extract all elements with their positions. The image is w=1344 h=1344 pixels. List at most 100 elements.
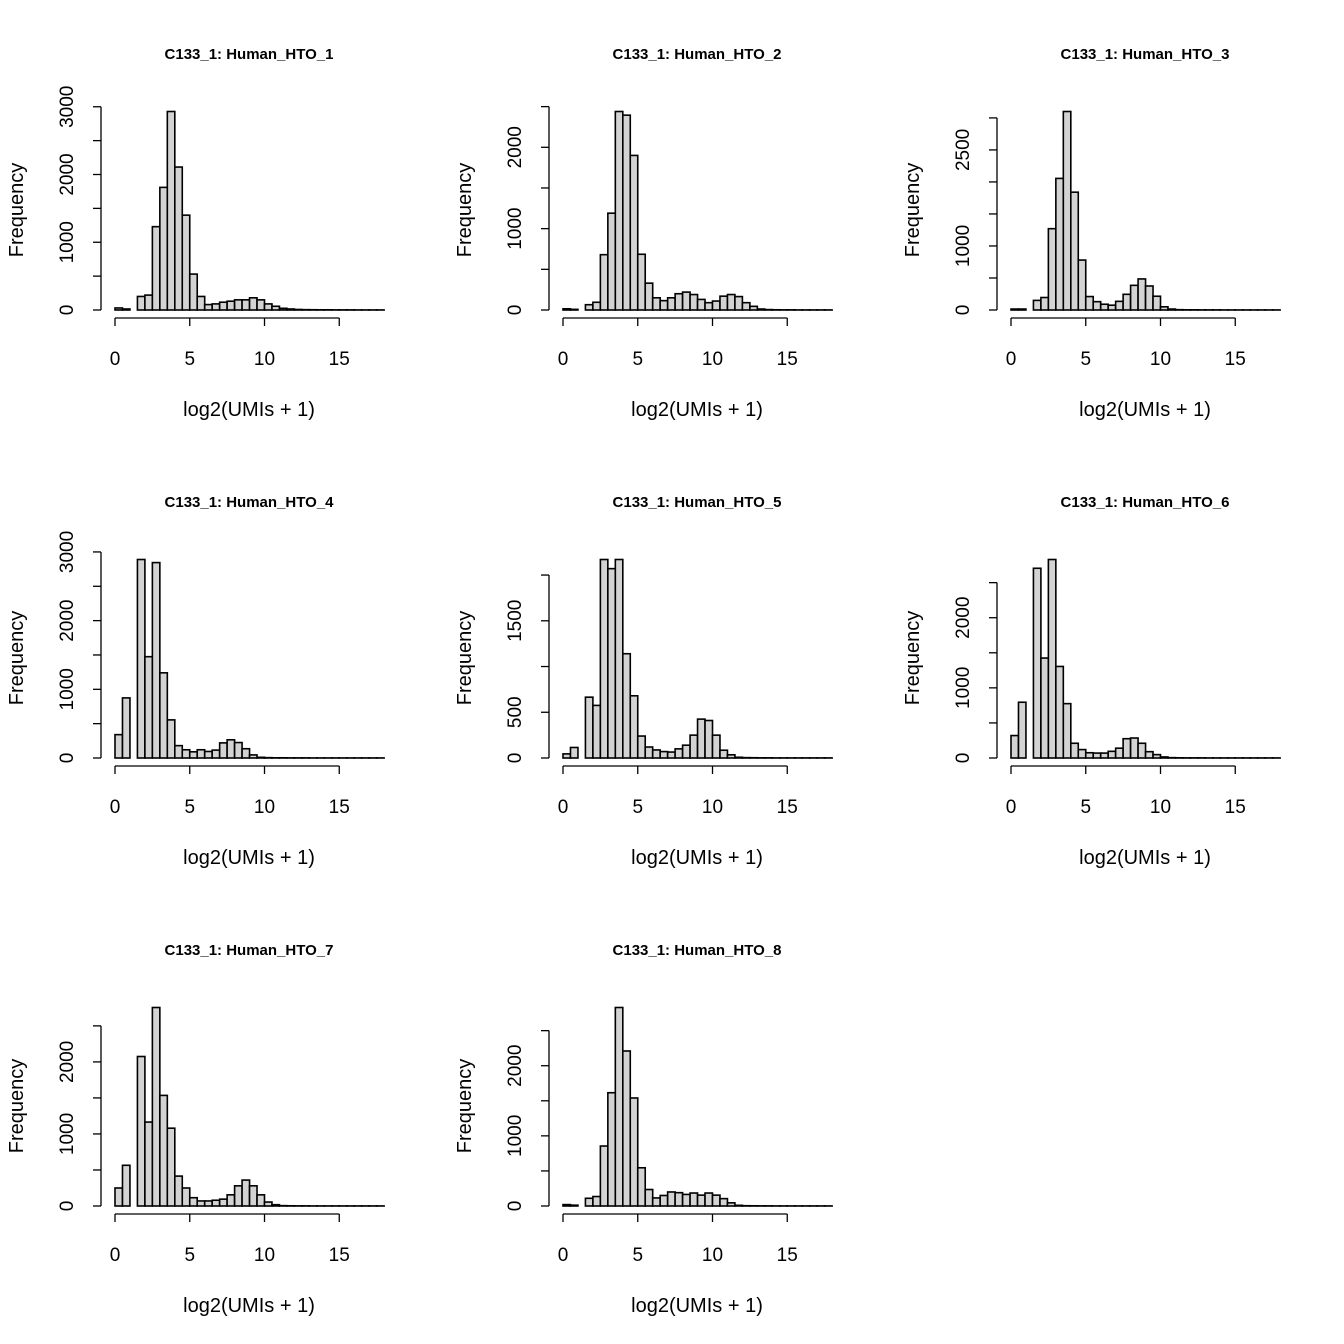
- histogram-bar: [159, 186, 169, 311]
- panel-title: C133_1: Human_HTO_6: [1061, 494, 1230, 511]
- histogram-bar: [614, 558, 624, 759]
- histogram-bar: [241, 747, 251, 759]
- histogram-bar: [659, 299, 669, 311]
- histogram-bar: [196, 295, 206, 311]
- histogram-bar: [114, 733, 124, 759]
- histogram-bar: [644, 1188, 654, 1207]
- histogram-bar: [1152, 753, 1162, 759]
- y-axis-label: Frequency: [6, 163, 28, 258]
- histogram-bar: [166, 719, 176, 759]
- histogram-bar: [719, 295, 729, 311]
- y-tick-label: 0: [953, 753, 974, 764]
- histogram-bar: [196, 748, 206, 759]
- histogram-bar: [666, 296, 676, 311]
- histogram-bar: [734, 295, 744, 311]
- histogram-bar: [674, 292, 684, 311]
- histogram-bar: [1010, 734, 1020, 759]
- histogram-bar: [211, 749, 221, 759]
- histogram-bar: [233, 299, 243, 311]
- x-tick-label: 0: [1006, 797, 1017, 818]
- y-axis-label: Frequency: [454, 1059, 476, 1154]
- x-tick-label: 10: [1150, 349, 1171, 370]
- histogram-bar: [636, 735, 647, 759]
- x-tick-label: 5: [1080, 797, 1091, 818]
- histogram-bar: [1077, 748, 1087, 759]
- histogram-bar: [1114, 300, 1124, 311]
- histogram-bar: [1144, 285, 1154, 311]
- y-tick-label: 0: [953, 305, 974, 316]
- histogram-bar: [644, 282, 654, 311]
- panel-title: C133_1: Human_HTO_2: [613, 46, 782, 63]
- histogram-bar: [166, 1127, 176, 1207]
- histogram-bar: [181, 214, 191, 311]
- histogram-bar: [607, 567, 617, 759]
- histogram-bar: [114, 307, 124, 311]
- histogram-bar: [1144, 750, 1154, 759]
- y-tick-label: 2000: [57, 599, 78, 641]
- histogram-bar: [1055, 177, 1065, 311]
- x-tick-label: 5: [632, 349, 643, 370]
- y-axis-label: Frequency: [454, 163, 476, 258]
- x-tick-label: 15: [777, 349, 798, 370]
- histogram-panel: C133_1: Human_HTO_6 0 5 10 15 log2(UMIs + 1) 0…: [902, 494, 1281, 869]
- histogram-panel: C133_1: Human_HTO_5 0 5 10 15 log2(UMIs + 1) 0…: [454, 494, 833, 869]
- histogram-bar: [719, 1197, 729, 1207]
- x-tick-label: 5: [184, 1245, 195, 1266]
- y-axis-label: Frequency: [902, 163, 924, 258]
- histogram-bar: [181, 1187, 191, 1207]
- histogram-bar: [726, 293, 736, 311]
- y-tick-label: 1000: [57, 221, 78, 263]
- histogram-bar: [1084, 295, 1095, 311]
- histogram-bar: [1040, 657, 1050, 759]
- histogram-bar: [704, 1192, 714, 1207]
- histogram-bar: [203, 1200, 213, 1207]
- histogram-bar: [562, 753, 572, 759]
- histogram-panel: C133_1: Human_HTO_8 0 5 10 15 log2(UMIs + 1) 0…: [454, 942, 833, 1317]
- panel-title: C133_1: Human_HTO_3: [1061, 46, 1230, 63]
- y-tick-label: 500: [505, 696, 526, 728]
- histogram-bar: [584, 1197, 594, 1207]
- histogram-bar: [203, 750, 213, 759]
- histogram-bar: [607, 1091, 617, 1207]
- x-tick-label: 15: [777, 797, 798, 818]
- x-axis-label: log2(UMIs + 1): [631, 399, 763, 421]
- histogram-bar: [144, 655, 154, 759]
- histogram-bar: [696, 1194, 706, 1207]
- histogram-bar: [151, 225, 161, 311]
- x-axis-label: log2(UMIs + 1): [1079, 847, 1211, 869]
- panel-title: C133_1: Human_HTO_8: [613, 942, 782, 959]
- y-tick-label: 1000: [953, 667, 974, 709]
- x-tick-label: 10: [254, 349, 275, 370]
- x-axis-label: log2(UMIs + 1): [183, 399, 315, 421]
- histogram-bar: [166, 110, 176, 311]
- y-tick-label: 1000: [57, 1113, 78, 1155]
- panel-title: C133_1: Human_HTO_4: [165, 494, 335, 511]
- histogram-bar: [562, 307, 572, 311]
- histogram-bar: [114, 1187, 124, 1207]
- x-tick-label: 10: [254, 797, 275, 818]
- x-tick-label: 0: [1006, 349, 1017, 370]
- y-axis-label: Frequency: [454, 611, 476, 706]
- histogram-bar: [226, 1194, 236, 1207]
- histogram-panel: C133_1: Human_HTO_2 0 5 10 15 log2(UMIs + 1) 0…: [454, 46, 833, 421]
- histogram-bar: [174, 1175, 184, 1207]
- histogram-bar: [1167, 308, 1177, 311]
- y-tick-label: 2000: [57, 153, 78, 195]
- histogram-bar: [188, 1196, 199, 1207]
- histogram-bar: [1010, 308, 1020, 311]
- histogram-bar: [636, 253, 647, 311]
- y-tick-label: 2000: [505, 1045, 526, 1087]
- histogram-bar: [211, 303, 221, 311]
- histogram-bar: [1040, 296, 1050, 311]
- x-tick-label: 15: [329, 349, 350, 370]
- histogram-bar: [569, 1204, 579, 1207]
- histogram-bar: [622, 114, 632, 311]
- histogram-panel: C133_1: Human_HTO_4 0 5 10 15 log2(UMIs + 1) 0…: [6, 494, 385, 869]
- panel-title: C133_1: Human_HTO_7: [165, 942, 334, 959]
- histogram-bar: [659, 1194, 669, 1207]
- histogram-bar: [1137, 278, 1147, 311]
- histogram-bar: [1114, 747, 1124, 759]
- histogram-bar: [1047, 558, 1057, 759]
- histogram-bar: [1092, 752, 1102, 759]
- x-axis-label: log2(UMIs + 1): [183, 847, 315, 869]
